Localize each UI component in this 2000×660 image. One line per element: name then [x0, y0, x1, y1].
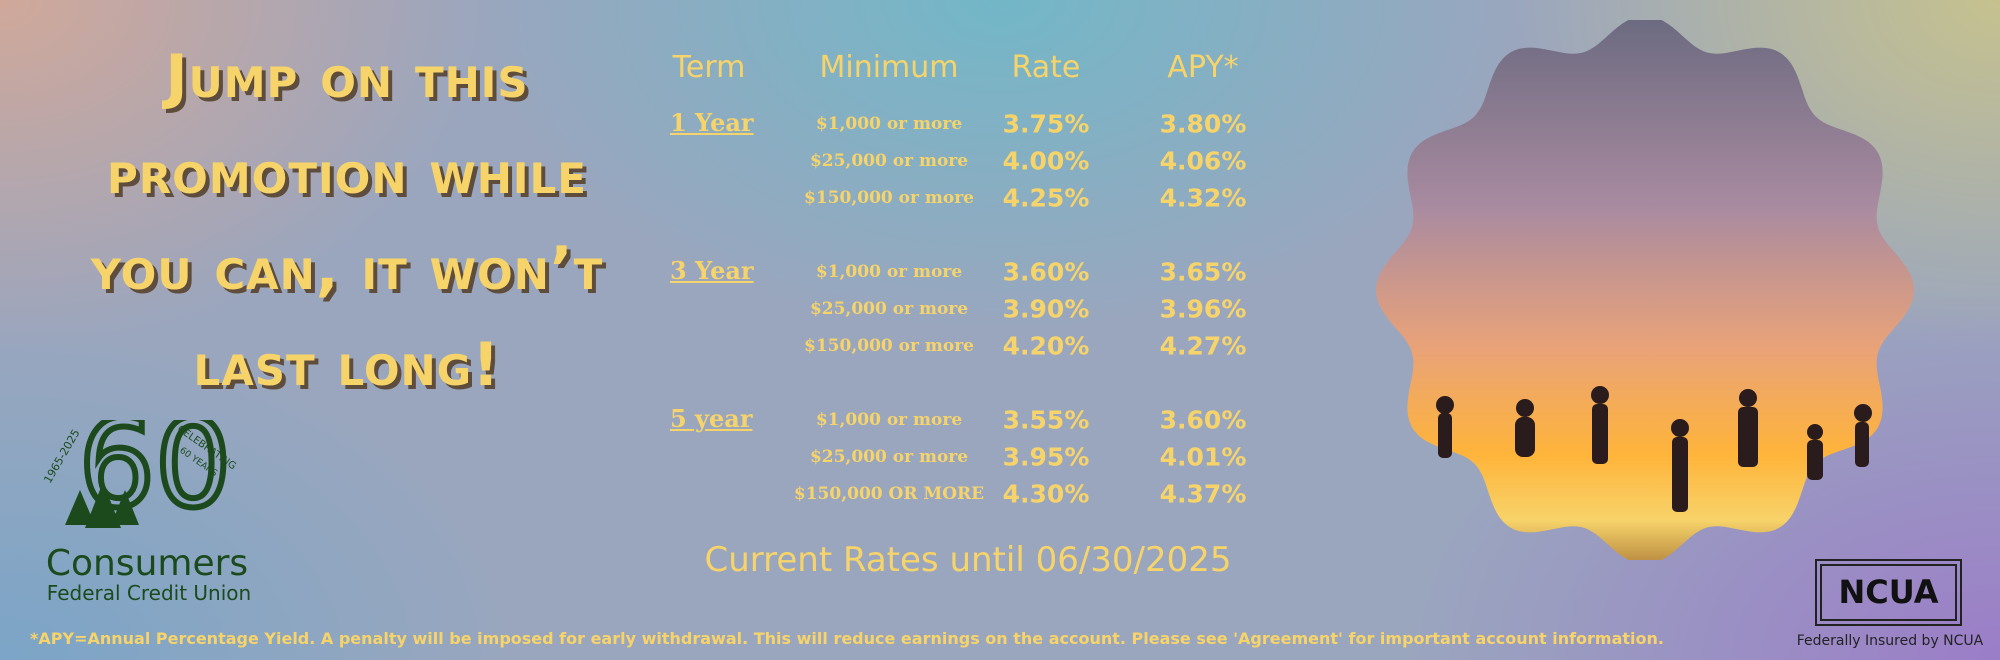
logo-name: Consumers [46, 543, 248, 584]
rate: 3.90% [1002, 294, 1090, 324]
rate: 4.00% [1002, 146, 1090, 176]
table-header: APY* [1167, 50, 1239, 85]
minimum: $150,000 or more [804, 188, 974, 208]
rate: 4.30% [1002, 479, 1090, 509]
headline-line: Jump on this [165, 42, 529, 112]
apy: 4.32% [1159, 183, 1247, 213]
disclaimer: *APY=Annual Percentage Yield. A penalty … [30, 629, 1664, 648]
logo-subname: Federal Credit Union [47, 581, 251, 605]
minimum: $25,000 or more [809, 151, 969, 171]
rates-note: Current Rates until 06/30/2025 [704, 540, 1232, 580]
rate: 3.95% [1002, 442, 1090, 472]
rate: 4.20% [1002, 331, 1090, 361]
ncua-caption: Federally Insured by NCUA [1796, 633, 1984, 649]
ncua-box: NCUA [1815, 559, 1962, 626]
minimum: $1,000 or more [815, 262, 963, 282]
rate: 3.75% [1002, 109, 1090, 139]
apy: 3.80% [1159, 109, 1247, 139]
apy: 4.27% [1159, 331, 1247, 361]
headline-line: last long! [193, 330, 501, 400]
minimum: $150,000 or more [804, 336, 974, 356]
photo-frame [1376, 20, 1914, 560]
jumping-people [1436, 386, 1872, 512]
apy: 3.65% [1159, 257, 1247, 287]
rate: 3.55% [1002, 405, 1090, 435]
table-header: Term [672, 50, 746, 85]
logo-years: 1965-2025 [41, 427, 82, 485]
table-header: Minimum [819, 50, 959, 85]
headline-line: promotion while [107, 138, 587, 208]
apy: 3.96% [1159, 294, 1247, 324]
term: 1 Year [670, 108, 754, 137]
minimum: $25,000 or more [809, 447, 969, 467]
table-header: Rate [1011, 50, 1081, 85]
sunset-photo [1376, 20, 1914, 560]
minimum: $150,000 OR MORE [793, 484, 985, 504]
apy: 4.01% [1159, 442, 1247, 472]
minimum: $25,000 or more [809, 299, 969, 319]
ncua-label: NCUA [1820, 564, 1957, 621]
minimum: $1,000 or more [815, 114, 963, 134]
minimum: $1,000 or more [815, 410, 963, 430]
apy: 4.37% [1159, 479, 1247, 509]
rate: 4.25% [1002, 183, 1090, 213]
headline-line: you can, it won’t [90, 234, 604, 304]
apy: 3.60% [1159, 405, 1247, 435]
logo: 60 1965-2025 CELEBRATING 60 YEARS Consum… [41, 420, 251, 605]
term: 3 Year [670, 256, 754, 285]
rate: 3.60% [1002, 257, 1090, 287]
term: 5 year [670, 404, 753, 433]
apy: 4.06% [1159, 146, 1247, 176]
